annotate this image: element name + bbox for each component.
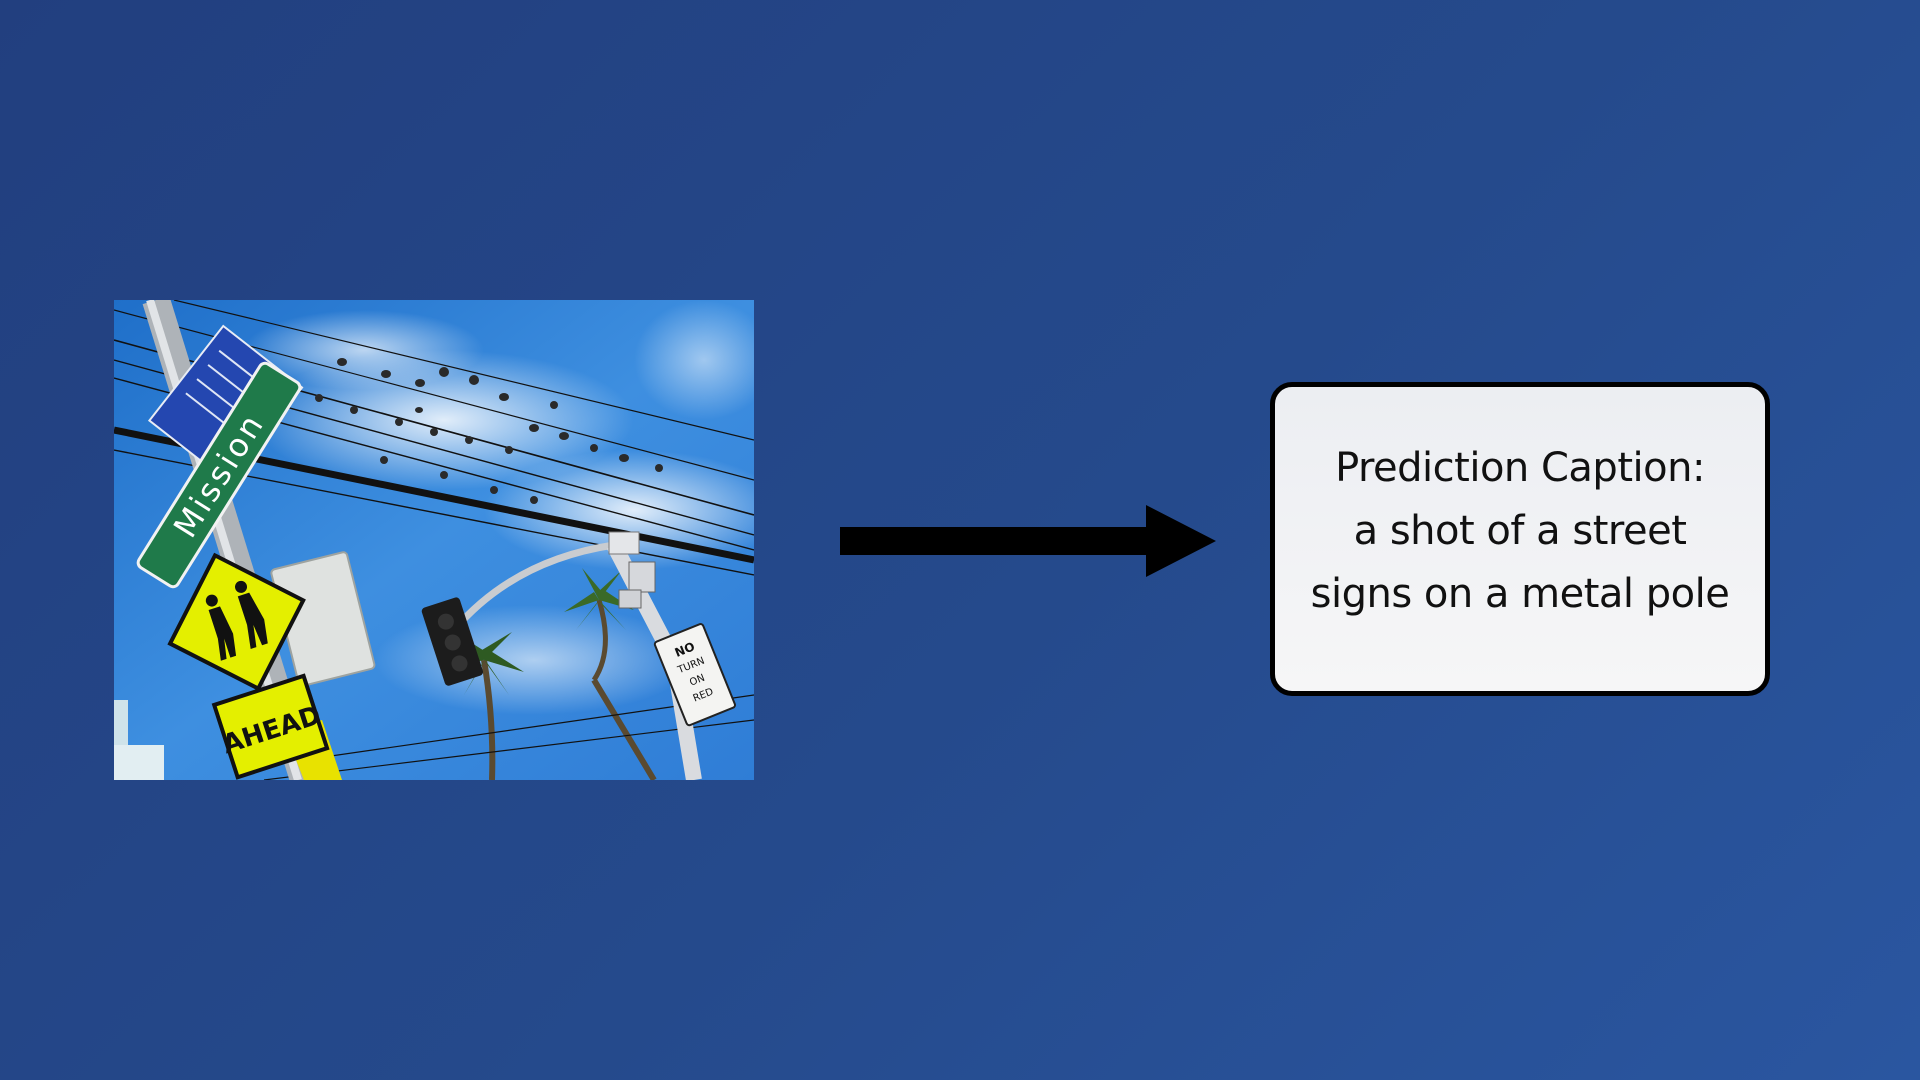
cloud: [634, 300, 754, 420]
svg-text:ON: ON: [688, 673, 706, 689]
traffic-light: [421, 597, 484, 686]
prediction-caption-box: Prediction Caption: a shot of a street s…: [1270, 382, 1770, 696]
building: [114, 700, 164, 780]
cloud: [244, 310, 484, 390]
palm-tree: [564, 568, 657, 780]
no-turn-on-red-sign: NO TURN ON RED: [653, 623, 736, 727]
input-photo: NO TURN ON RED Mission: [114, 300, 754, 780]
right-arrow-icon: [840, 505, 1216, 577]
caption-heading: Prediction Caption:: [1335, 444, 1705, 491]
caption-text-line-1: a shot of a street: [1353, 507, 1687, 554]
school-crossing-sign: AHEAD: [167, 552, 330, 780]
birds: [315, 358, 663, 504]
caption-text-line-2: signs on a metal pole: [1310, 570, 1730, 617]
